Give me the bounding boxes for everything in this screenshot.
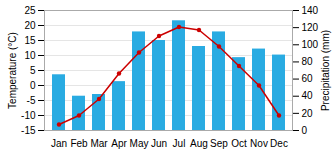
svg-text:Apr: Apr <box>111 138 127 149</box>
svg-text:20: 20 <box>24 20 36 31</box>
svg-text:140: 140 <box>302 5 319 16</box>
svg-text:Oct: Oct <box>231 138 247 149</box>
svg-text:100: 100 <box>302 39 319 50</box>
svg-text:May: May <box>130 138 149 149</box>
svg-text:Aug: Aug <box>190 138 208 149</box>
svg-text:Nov: Nov <box>250 138 268 149</box>
svg-text:120: 120 <box>302 22 319 33</box>
svg-text:Dec: Dec <box>270 138 288 149</box>
svg-text:Sep: Sep <box>210 138 228 149</box>
svg-text:10: 10 <box>24 50 36 61</box>
svg-text:0: 0 <box>30 80 36 91</box>
svg-text:60: 60 <box>302 73 314 84</box>
svg-text:Temperature (°C): Temperature (°C) <box>7 32 18 109</box>
svg-text:5: 5 <box>30 65 36 76</box>
svg-text:15: 15 <box>24 35 36 46</box>
svg-text:-10: -10 <box>21 110 36 121</box>
svg-text:-15: -15 <box>21 125 36 136</box>
svg-text:Mar: Mar <box>90 138 108 149</box>
svg-text:Jun: Jun <box>151 138 167 149</box>
svg-text:Jul: Jul <box>173 138 186 149</box>
svg-text:-5: -5 <box>27 95 36 106</box>
svg-text:20: 20 <box>302 108 314 119</box>
svg-text:40: 40 <box>302 90 314 101</box>
svg-text:Precipitation (mm): Precipitation (mm) <box>320 30 331 111</box>
svg-text:Feb: Feb <box>70 138 88 149</box>
svg-text:Jan: Jan <box>51 138 67 149</box>
svg-text:0: 0 <box>302 125 308 136</box>
svg-text:80: 80 <box>302 56 314 67</box>
svg-text:25: 25 <box>24 5 36 16</box>
